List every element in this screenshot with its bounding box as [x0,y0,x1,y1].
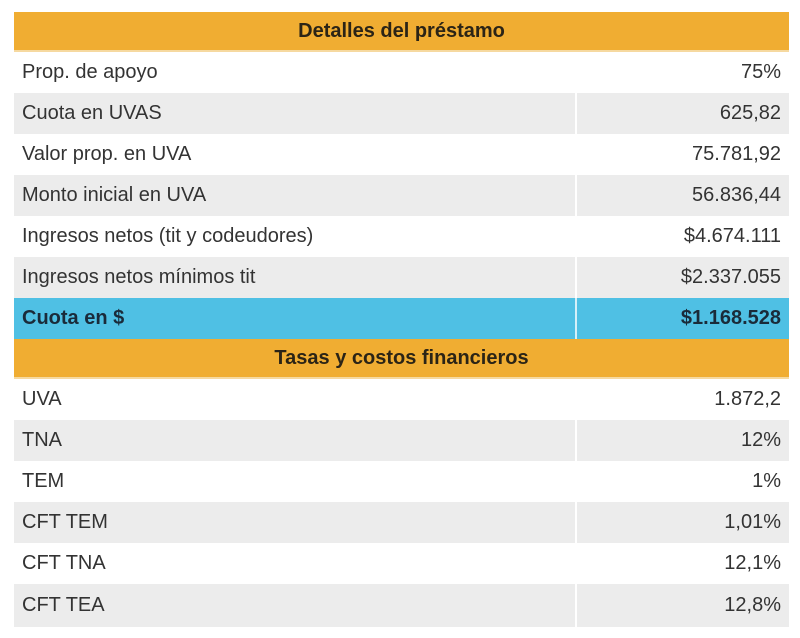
row-label: CFT TNA [22,552,106,574]
row-label: Cuota en UVAS [22,102,162,124]
table-row: CFT TEM 1,01% [14,502,789,543]
table-row: TNA 12% [14,420,789,461]
table-row: Valor prop. en UVA 75.781,92 [14,134,789,175]
row-label: TNA [22,429,62,451]
row-value: 75.781,92 [575,134,789,175]
row-value: $4.674.111 [575,216,789,257]
row-value: 1,01% [575,502,789,543]
section-header-rates: Tasas y costos financieros [14,339,789,379]
row-label: Ingresos netos (tit y codeudores) [22,225,314,247]
row-value: 625,82 [575,93,789,134]
row-value: $2.337.055 [575,257,789,298]
row-label: UVA [22,388,62,410]
loan-details-table: Detalles del préstamo Prop. de apoyo 75%… [14,12,789,627]
table-row: Prop. de apoyo 75% [14,52,789,93]
table-row: TEM 1% [14,461,789,502]
row-value: 12,8% [575,584,789,627]
row-label: Prop. de apoyo [22,61,158,83]
table-row: Ingresos netos mínimos tit $2.337.055 [14,257,789,298]
row-value: 1.872,2 [575,379,789,420]
row-value: 12,1% [575,543,789,584]
row-label: Cuota en $ [22,307,125,329]
row-value: 1% [575,461,789,502]
row-label: Ingresos netos mínimos tit [22,266,256,288]
row-label: Monto inicial en UVA [22,184,207,206]
table-row: Ingresos netos (tit y codeudores) $4.674… [14,216,789,257]
row-value: 12% [575,420,789,461]
table-row: Monto inicial en UVA 56.836,44 [14,175,789,216]
row-value: $1.168.528 [575,298,789,339]
row-value: 56.836,44 [575,175,789,216]
highlight-row-cuota: Cuota en $ $1.168.528 [14,298,789,339]
table-row: CFT TEA 12,8% [14,584,789,627]
row-value: 75% [740,61,781,83]
table-row: UVA 1.872,2 [14,379,789,420]
table-row: CFT TNA 12,1% [14,543,789,584]
row-label: Valor prop. en UVA [22,143,192,165]
row-label: CFT TEA [22,594,105,616]
section-header-loan-details: Detalles del préstamo [14,12,789,52]
row-label: TEM [22,470,65,492]
table-row: Cuota en UVAS 625,82 [14,93,789,134]
row-label: CFT TEM [22,511,108,533]
